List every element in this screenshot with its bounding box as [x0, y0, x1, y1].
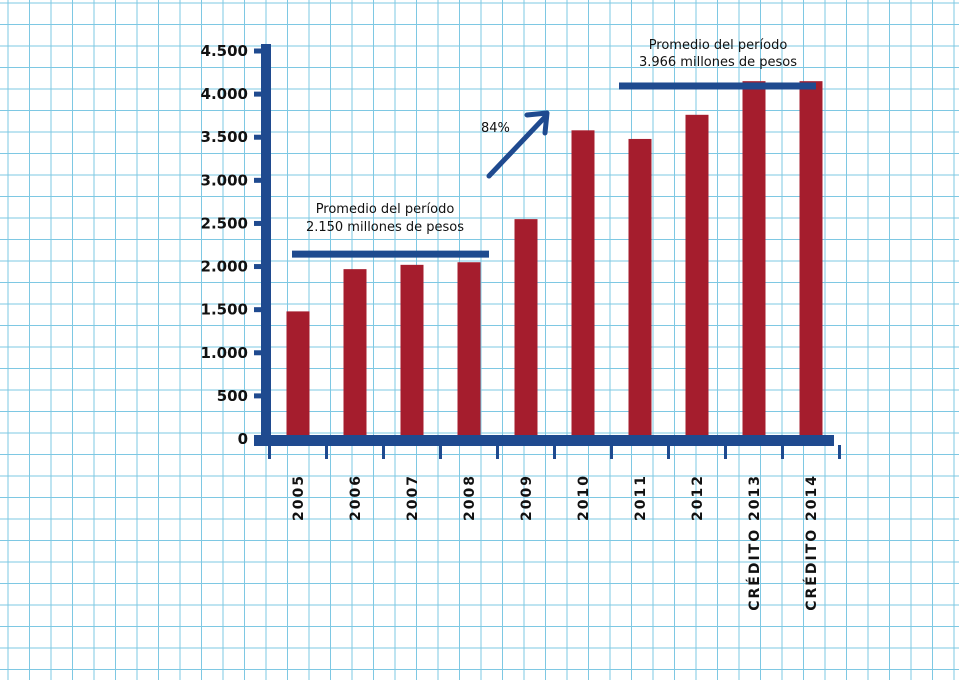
y-tick-mark	[254, 350, 266, 356]
y-tick-mark	[254, 393, 266, 399]
bar	[628, 138, 652, 440]
x-tick-label: 2010	[576, 474, 592, 521]
x-tick-mark	[439, 445, 442, 459]
x-tick-mark	[724, 445, 727, 459]
bar	[457, 262, 481, 439]
x-tick-mark	[610, 445, 613, 459]
y-tick-mark	[254, 307, 266, 313]
y-tick-label: 3.000	[201, 171, 248, 189]
x-tick-mark	[781, 445, 784, 459]
y-axis-line	[261, 44, 271, 445]
x-tick-labels: 2005 2006 2007 2008 2009 2010 2011 2012 CRÉDITO …	[291, 474, 820, 611]
average-line-2	[619, 82, 816, 90]
y-tick-label: 2.500	[201, 214, 248, 232]
x-tick-mark	[838, 445, 841, 459]
x-tick-label: 2012	[690, 474, 706, 521]
x-tick-mark	[268, 445, 271, 459]
x-tick-label: 2006	[348, 474, 364, 521]
x-tick-mark	[553, 445, 556, 459]
average-line-1	[292, 250, 489, 258]
y-tick-label: 2.000	[201, 258, 248, 276]
average-line-1-label-title: Promedio del período	[316, 202, 455, 217]
axes	[254, 44, 841, 459]
y-tick-mark	[254, 220, 266, 226]
x-tick-label: 2009	[519, 474, 535, 521]
growth-arrow-shaft	[486, 114, 548, 179]
y-tick-mark	[254, 264, 266, 270]
x-tick-label: CRÉDITO 2013	[746, 474, 763, 611]
y-tick-label: 3.500	[201, 128, 248, 146]
y-tick-mark	[254, 134, 266, 140]
y-tick-label: 4.500	[201, 42, 248, 60]
x-tick-mark	[496, 445, 499, 459]
bar	[799, 81, 823, 439]
bar	[514, 219, 538, 439]
growth-arrow-head	[524, 110, 550, 136]
x-tick-mark	[382, 445, 385, 459]
y-tick-label: 0	[238, 430, 248, 448]
y-tick-label: 4.000	[201, 85, 248, 103]
y-tick-label: 500	[217, 387, 248, 405]
bar	[400, 264, 424, 439]
bar	[286, 311, 310, 439]
x-tick-label: 2005	[291, 474, 307, 521]
x-tick-mark	[325, 445, 328, 459]
growth-percentage-label: 84%	[481, 121, 510, 136]
x-tick-label: CRÉDITO 2014	[803, 474, 820, 611]
bar	[571, 130, 595, 439]
x-tick-label: 2008	[462, 474, 478, 521]
y-tick-labels: 0 500 1.000 1.500 2.000 2.500 3.000 3.500 4.000 4…	[201, 42, 248, 448]
bar	[343, 269, 367, 439]
y-tick-mark	[254, 91, 266, 97]
bar	[685, 114, 709, 439]
average-line-2-label-title: Promedio del período	[649, 38, 788, 53]
y-tick-label: 1.500	[201, 301, 248, 319]
average-line-2-label-value: 3.966 millones de pesos	[639, 55, 797, 70]
y-tick-mark	[254, 177, 266, 183]
x-tick-mark	[667, 445, 670, 459]
average-line-1-label-value: 2.150 millones de pesos	[306, 220, 464, 235]
bars	[286, 81, 823, 440]
x-tick-label: 2011	[633, 474, 649, 521]
y-tick-mark	[254, 436, 266, 442]
y-tick-mark	[254, 48, 266, 54]
x-tick-label: 2007	[405, 474, 421, 521]
annotations: Promedio del período 2.150 millones de p…	[292, 38, 816, 258]
bar	[742, 81, 766, 439]
x-axis-line	[254, 435, 834, 446]
y-tick-label: 1.000	[201, 344, 248, 362]
